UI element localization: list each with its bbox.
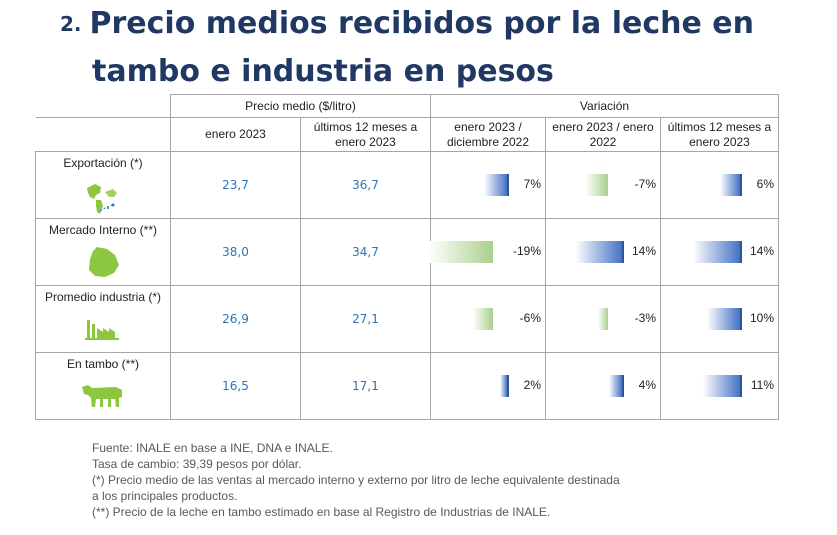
price-value: 36,7 bbox=[300, 151, 431, 219]
variation-bar bbox=[575, 241, 624, 263]
variation-bar bbox=[719, 174, 742, 196]
variation-bar bbox=[584, 174, 608, 196]
row-label-cell: En tambo (**) bbox=[35, 352, 171, 420]
row-label: En tambo (**) bbox=[66, 357, 140, 371]
variation-bar bbox=[483, 174, 509, 196]
price-value: 23,7 bbox=[170, 151, 301, 219]
variation-bar bbox=[500, 375, 509, 397]
variation-value: 10% bbox=[749, 311, 774, 325]
variation-bar bbox=[597, 308, 608, 330]
variation-cell: 4% bbox=[545, 352, 661, 420]
section-number: 2. bbox=[60, 12, 82, 36]
variation-value: -3% bbox=[634, 311, 656, 325]
variation-value: 6% bbox=[756, 177, 774, 191]
price-table: Precio medio ($/litro) Variación enero 2… bbox=[35, 94, 779, 420]
price-value: 17,1 bbox=[300, 352, 431, 420]
variation-value: -7% bbox=[634, 177, 656, 191]
column-header: enero 2023 / enero 2022 bbox=[545, 117, 661, 152]
table-row: Exportación (*) 23,7 36,7 7% -7% 6% bbox=[35, 151, 779, 219]
variation-cell: -7% bbox=[545, 151, 661, 219]
row-label: Exportación (*) bbox=[63, 156, 143, 170]
table-row: Mercado Interno (**) 38,0 34,7 -19% 14% … bbox=[35, 218, 779, 286]
variation-cell: 11% bbox=[660, 352, 779, 420]
variation-cell: -19% bbox=[429, 218, 546, 286]
variation-cell: 14% bbox=[545, 218, 661, 286]
price-value: 27,1 bbox=[300, 285, 431, 353]
column-header: enero 2023 bbox=[170, 117, 301, 152]
world-map-icon bbox=[87, 184, 117, 214]
page-title: 2. Precio medios recibidos por la leche e… bbox=[60, 0, 820, 95]
note-line: a los principales productos. bbox=[92, 489, 238, 503]
variation-value: 14% bbox=[631, 244, 656, 258]
column-header: últimos 12 meses a enero 2023 bbox=[300, 117, 431, 152]
variation-value: 7% bbox=[523, 177, 541, 191]
variation-value: -19% bbox=[512, 244, 541, 258]
footnotes: Fuente: INALE en base a INE, DNA e INALE… bbox=[92, 440, 620, 520]
variation-value: 14% bbox=[749, 244, 774, 258]
price-value: 34,7 bbox=[300, 218, 431, 286]
group-header-variation: Variación bbox=[430, 94, 779, 118]
variation-value: 11% bbox=[750, 378, 774, 392]
column-header: enero 2023 / diciembre 2022 bbox=[430, 117, 546, 152]
price-value: 26,9 bbox=[170, 285, 301, 353]
row-label: Promedio industria (*) bbox=[44, 290, 162, 304]
variation-cell: 10% bbox=[660, 285, 779, 353]
price-value: 16,5 bbox=[170, 352, 301, 420]
row-label-cell: Promedio industria (*) bbox=[35, 285, 171, 353]
variation-value: 2% bbox=[523, 378, 541, 392]
cow-icon bbox=[82, 385, 122, 407]
note-line: (*) Precio medio de las ventas al mercad… bbox=[92, 473, 620, 487]
title-line-2: tambo e industria en pesos bbox=[92, 54, 554, 89]
title-line-1: Precio medios recibidos por la leche en bbox=[89, 6, 754, 41]
variation-bar bbox=[693, 241, 742, 263]
variation-bar bbox=[472, 308, 493, 330]
variation-cell: -3% bbox=[545, 285, 661, 353]
variation-cell: 7% bbox=[430, 151, 546, 219]
variation-cell: 2% bbox=[430, 352, 546, 420]
table-row: Promedio industria (*) 26,9 27,1 -6% -3%… bbox=[35, 285, 779, 353]
uruguay-map-icon bbox=[89, 247, 119, 277]
variation-value: 4% bbox=[638, 378, 656, 392]
variation-cell: 6% bbox=[660, 151, 779, 219]
row-label-cell: Mercado Interno (**) bbox=[35, 218, 171, 286]
row-label-cell: Exportación (*) bbox=[35, 151, 171, 219]
note-line: Fuente: INALE en base a INE, DNA e INALE… bbox=[92, 441, 333, 455]
row-label: Mercado Interno (**) bbox=[48, 223, 158, 237]
factory-icon bbox=[85, 320, 119, 340]
variation-bar bbox=[608, 375, 624, 397]
note-line: Tasa de cambio: 39,39 pesos por dólar. bbox=[92, 457, 302, 471]
variation-cell: 14% bbox=[660, 218, 779, 286]
price-value: 38,0 bbox=[170, 218, 301, 286]
variation-bar bbox=[706, 308, 742, 330]
variation-cell: -6% bbox=[430, 285, 546, 353]
column-header: últimos 12 meses a enero 2023 bbox=[660, 117, 779, 152]
note-line: (**) Precio de la leche en tambo estimad… bbox=[92, 505, 551, 519]
variation-value: -6% bbox=[519, 311, 541, 325]
group-header-price: Precio medio ($/litro) bbox=[170, 94, 431, 118]
table-row: En tambo (**) 16,5 17,1 2% 4% 11% bbox=[35, 352, 779, 420]
variation-bar bbox=[429, 241, 493, 263]
variation-bar bbox=[703, 375, 742, 397]
